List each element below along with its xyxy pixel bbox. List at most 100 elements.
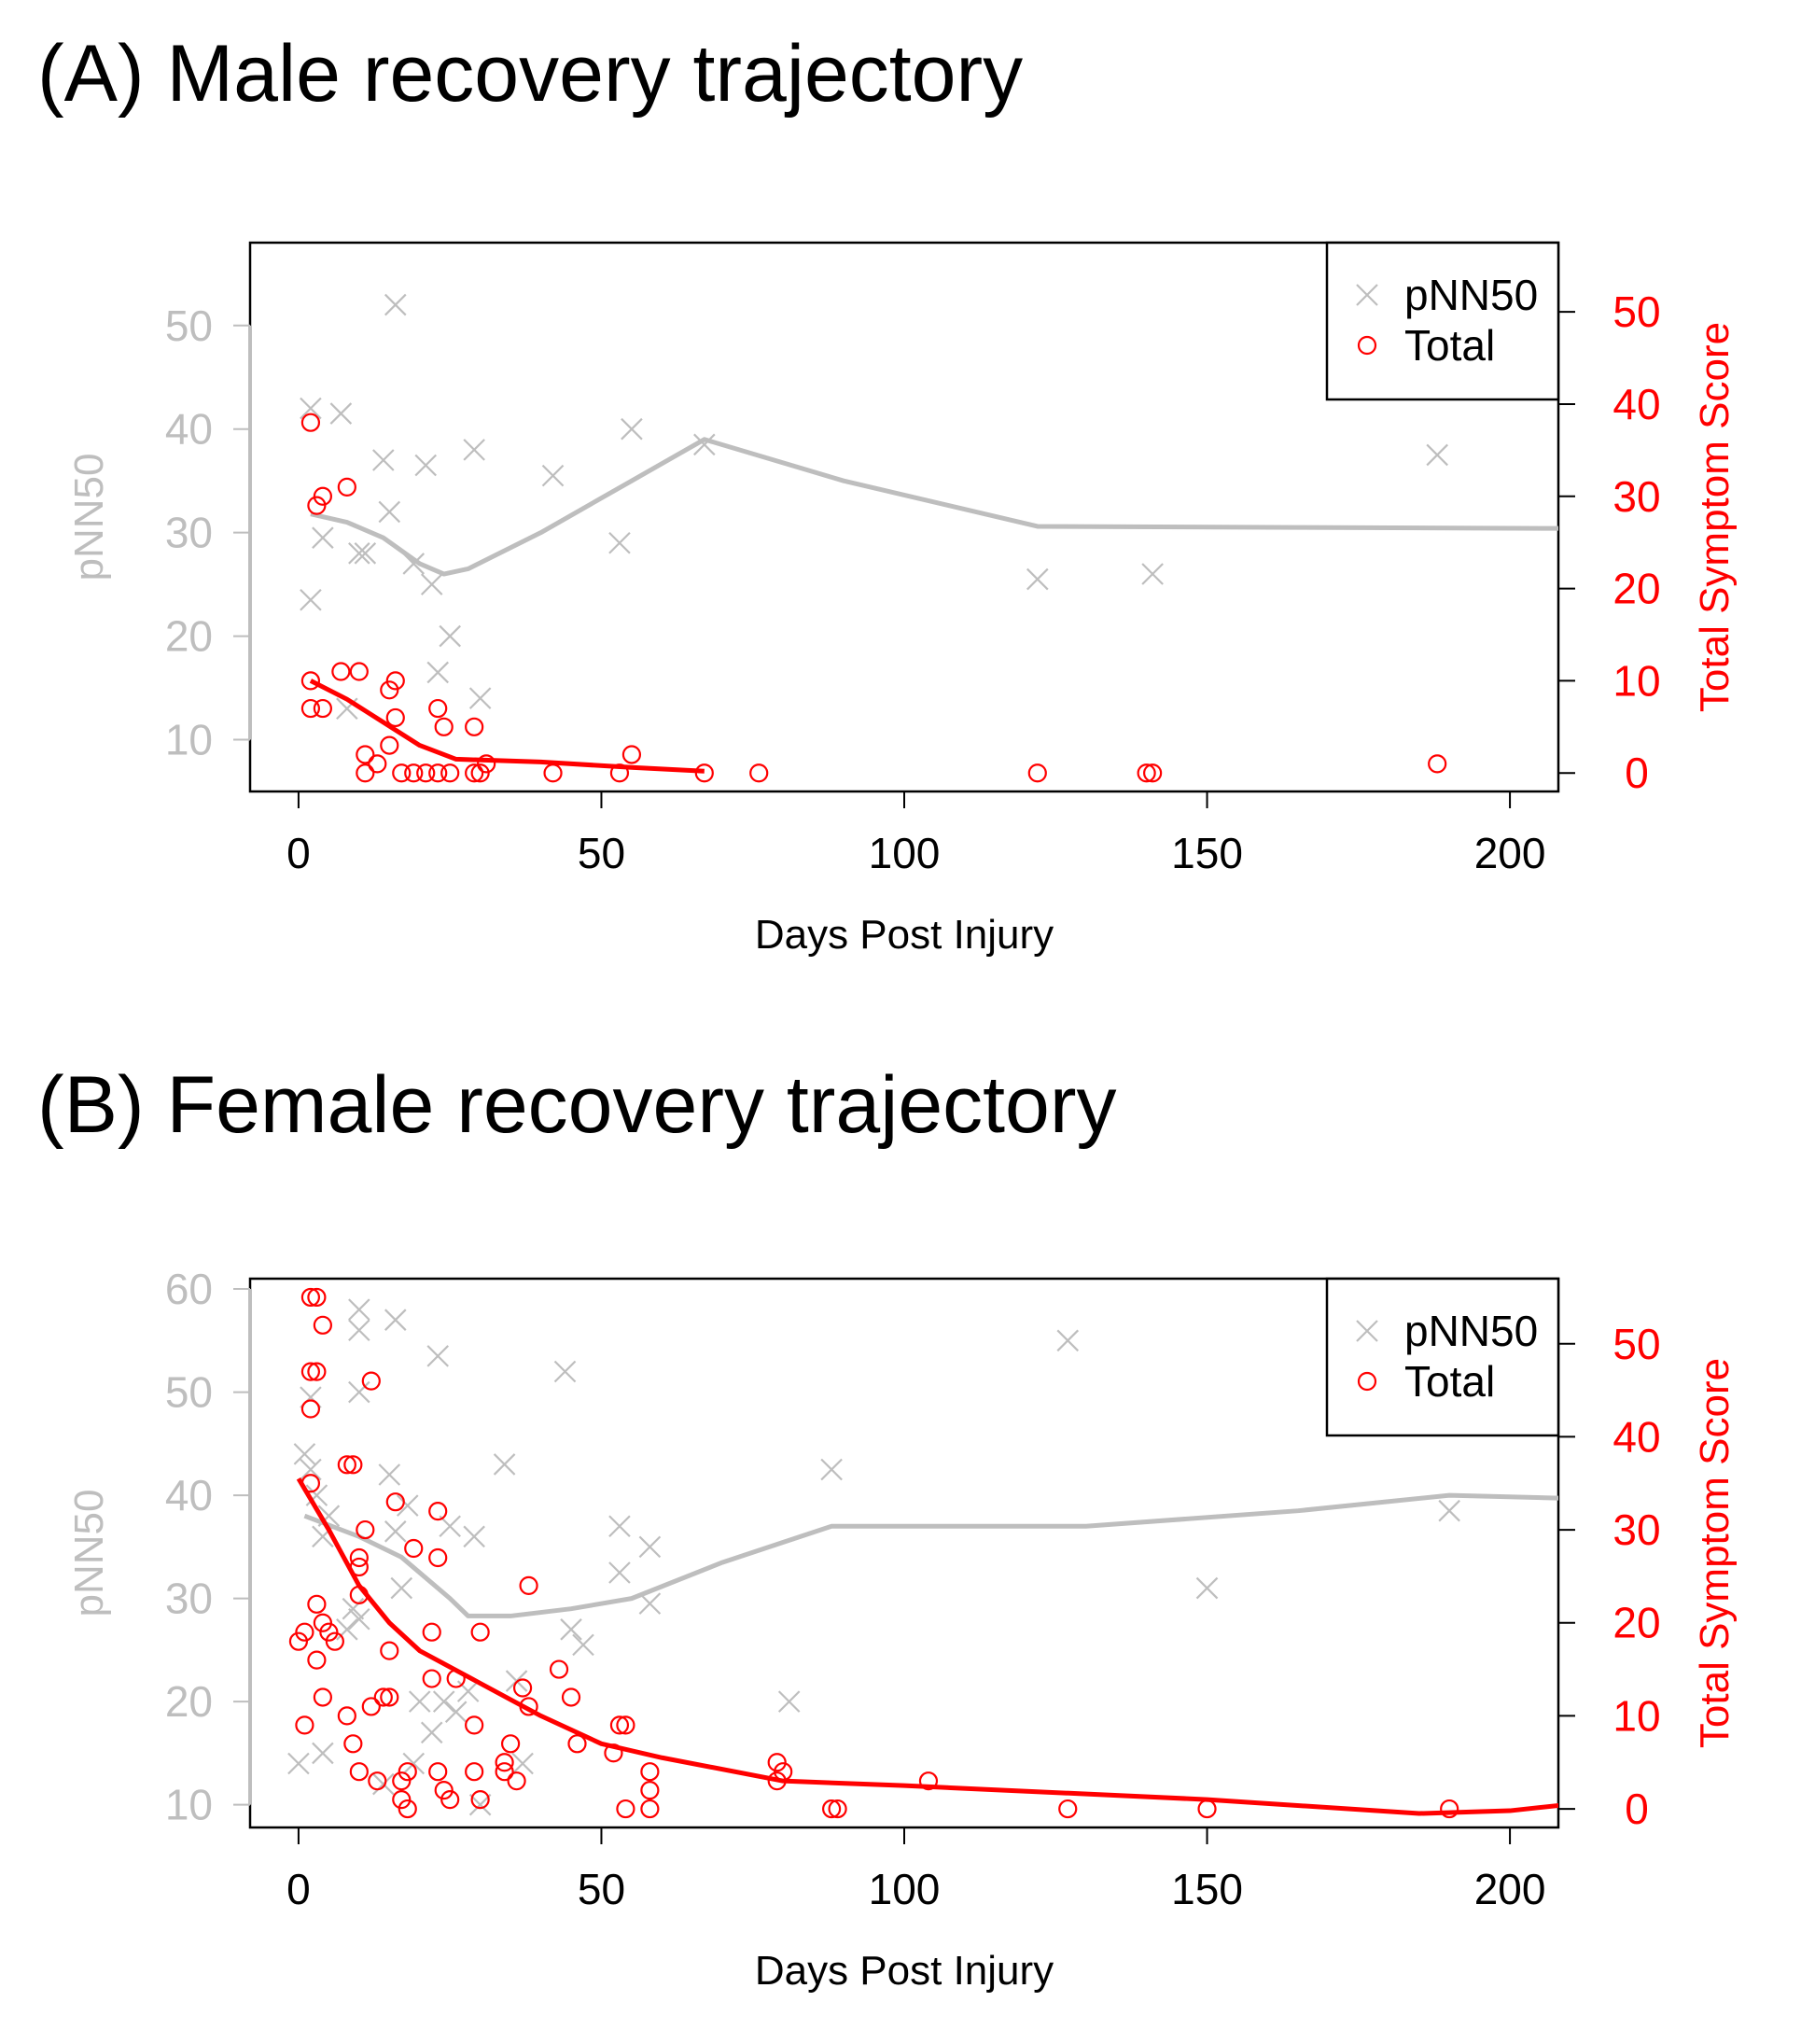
pnn50-point <box>463 439 485 461</box>
total-point <box>295 1622 314 1642</box>
total-point <box>495 1762 514 1782</box>
legend-label-pnn50: pNN50 <box>1404 271 1538 319</box>
total-point <box>828 1799 847 1819</box>
total-point <box>380 735 399 755</box>
total-point <box>1197 1799 1217 1819</box>
total-point <box>767 1753 787 1772</box>
total-point <box>313 1315 332 1335</box>
total-point <box>300 1399 321 1419</box>
total-point <box>307 1287 327 1308</box>
pnn50-points <box>287 1298 1460 1816</box>
legend-label-total: Total <box>1404 321 1495 370</box>
y-tick-label-right: 0 <box>1625 1785 1649 1833</box>
total-point <box>749 763 769 783</box>
total-point <box>361 1371 381 1391</box>
total-point <box>349 1547 369 1568</box>
pnn50-point <box>293 1443 316 1465</box>
total-point <box>319 1622 339 1642</box>
pnn50-point <box>312 1742 334 1765</box>
total-point <box>313 1687 332 1707</box>
pnn50-point <box>608 1561 631 1584</box>
total-point <box>313 486 332 506</box>
total-point <box>567 1734 587 1754</box>
x-tick-label: 150 <box>1171 829 1243 877</box>
total-point <box>470 1622 490 1642</box>
total-point <box>295 1715 314 1735</box>
total-point <box>918 1771 939 1791</box>
x-axis-label: Days Post Injury <box>755 912 1054 958</box>
total-point <box>477 754 496 774</box>
total-point <box>356 1519 375 1540</box>
total-point <box>428 1502 448 1521</box>
y-tick-label-left: 10 <box>165 1781 213 1829</box>
total-point <box>465 1762 484 1782</box>
pnn50-point <box>426 1345 449 1367</box>
pnn50-point <box>511 1752 534 1775</box>
pnn50-point <box>820 1458 843 1481</box>
pnn50-point <box>336 1618 358 1641</box>
total-point <box>325 1631 344 1651</box>
total-points <box>288 1287 1459 1819</box>
y-tick-label-right: 0 <box>1625 749 1649 797</box>
pnn50-point <box>420 573 443 595</box>
total-point <box>428 1547 448 1568</box>
y-tick-label-right: 50 <box>1613 1320 1660 1368</box>
y-tick-label-left: 20 <box>165 1677 213 1726</box>
x-tick-label: 0 <box>286 829 311 877</box>
pnn50-point <box>444 1701 468 1723</box>
total-point <box>519 1575 538 1595</box>
total-point <box>640 1799 660 1819</box>
y-tick-label-left: 60 <box>165 1265 213 1313</box>
total-smooth-line <box>309 679 705 774</box>
pnn50-point <box>396 1494 419 1517</box>
total-point <box>561 1687 581 1707</box>
y-tick-label-left: 40 <box>165 405 213 454</box>
total-point <box>307 1362 327 1381</box>
total-point <box>1027 763 1047 783</box>
total-point <box>416 763 436 783</box>
pnn50-point <box>468 1793 492 1816</box>
y-tick-label-right: 20 <box>1613 1599 1660 1647</box>
total-point <box>822 1799 842 1819</box>
total-point <box>616 1715 635 1735</box>
pnn50-point <box>621 417 643 441</box>
total-point <box>337 1455 356 1475</box>
pnn50-point <box>312 526 334 549</box>
pnn50-point <box>456 1680 480 1702</box>
pnn50-point <box>348 1298 370 1321</box>
legend-x-marker-icon <box>1356 284 1378 306</box>
panel-a-title: (A) Male recovery trajectory <box>37 29 1024 119</box>
pnn50-point <box>1026 567 1049 591</box>
total-point <box>422 1622 441 1642</box>
total-point <box>640 1762 660 1782</box>
pnn50-point <box>300 397 322 420</box>
total-point <box>398 1762 417 1782</box>
total-point <box>343 1734 363 1754</box>
y-tick-label-right: 50 <box>1613 287 1660 336</box>
legend-label-pnn50: pNN50 <box>1404 1307 1538 1355</box>
total-point <box>373 1687 393 1707</box>
x-tick-label: 200 <box>1474 829 1546 877</box>
total-point <box>307 1594 327 1614</box>
legend-circle-marker-icon <box>1357 1371 1377 1392</box>
pnn50-point <box>287 1752 310 1775</box>
pnn50-point <box>426 661 449 684</box>
total-point <box>549 1659 569 1679</box>
pnn50-point <box>342 1597 365 1620</box>
y-axis-right-label: Total Symptom Score <box>1692 322 1738 712</box>
pnn50-point <box>384 1309 407 1331</box>
pnn50-point <box>414 454 438 477</box>
total-point <box>434 717 454 736</box>
total-point <box>1143 763 1163 783</box>
y-axis-left-label: pNN50 <box>66 454 112 581</box>
total-point <box>495 1753 514 1772</box>
total-point <box>434 1781 454 1800</box>
x-tick-label: 100 <box>869 1865 941 1913</box>
total-point <box>465 1715 484 1735</box>
pnn50-point <box>329 402 353 425</box>
total-point <box>1428 754 1447 774</box>
